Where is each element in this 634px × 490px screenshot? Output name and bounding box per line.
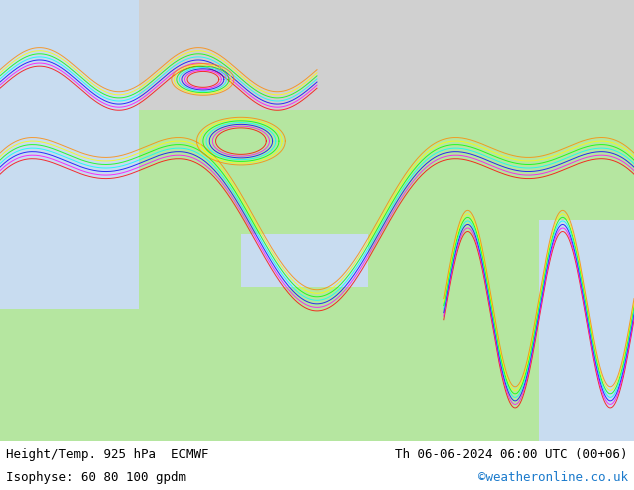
FancyBboxPatch shape — [539, 220, 634, 441]
FancyBboxPatch shape — [0, 0, 634, 441]
Text: Th 06-06-2024 06:00 UTC (00+06): Th 06-06-2024 06:00 UTC (00+06) — [395, 448, 628, 461]
Text: Isophyse: 60 80 100 gpdm: Isophyse: 60 80 100 gpdm — [6, 471, 186, 484]
Text: ©weatheronline.co.uk: ©weatheronline.co.uk — [477, 471, 628, 484]
FancyBboxPatch shape — [139, 0, 634, 110]
Text: Height/Temp. 925 hPa  ECMWF: Height/Temp. 925 hPa ECMWF — [6, 448, 209, 461]
FancyBboxPatch shape — [241, 234, 368, 287]
FancyBboxPatch shape — [0, 0, 139, 309]
